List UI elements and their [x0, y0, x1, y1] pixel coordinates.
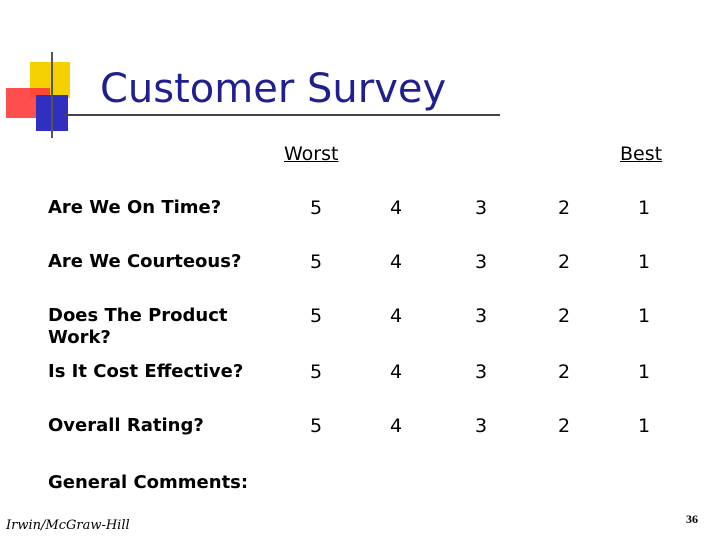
rating-option[interactable]: 3: [474, 361, 488, 383]
publisher-footer: Irwin/McGraw-Hill: [6, 518, 130, 533]
rating-option[interactable]: 3: [474, 197, 488, 219]
general-comments-label: General Comments:: [48, 472, 249, 493]
page-title: Customer Survey: [100, 66, 447, 112]
rating-option[interactable]: 5: [309, 305, 323, 327]
rating-option[interactable]: 2: [557, 415, 571, 437]
rating-option[interactable]: 1: [637, 361, 651, 383]
survey-row-courteous: Are We Courteous? 5 4 3 2 1: [48, 251, 668, 291]
question-label: Are We On Time?: [48, 197, 222, 218]
rating-option[interactable]: 3: [474, 251, 488, 273]
rating-option[interactable]: 2: [557, 361, 571, 383]
rating-option[interactable]: 2: [557, 251, 571, 273]
slide-template-logo-icon: [6, 52, 70, 138]
question-label: Overall Rating?: [48, 415, 204, 436]
rating-option[interactable]: 5: [309, 251, 323, 273]
survey-row-overall-rating: Overall Rating? 5 4 3 2 1: [48, 415, 668, 455]
scale-worst-label: Worst: [284, 143, 339, 165]
rating-option[interactable]: 1: [637, 305, 651, 327]
rating-option[interactable]: 5: [309, 415, 323, 437]
rating-option[interactable]: 4: [389, 361, 403, 383]
survey-row-product-works: Does The Product Work? 5 4 3 2 1: [48, 305, 668, 353]
survey-row-cost-effective: Is It Cost Effective? 5 4 3 2 1: [48, 361, 668, 401]
rating-option[interactable]: 2: [557, 197, 571, 219]
page-number: 36: [686, 512, 698, 526]
scale-best-label: Best: [620, 143, 663, 165]
rating-option[interactable]: 1: [637, 197, 651, 219]
rating-option[interactable]: 1: [637, 251, 651, 273]
rating-option[interactable]: 3: [474, 305, 488, 327]
rating-option[interactable]: 4: [389, 197, 403, 219]
rating-option[interactable]: 4: [389, 251, 403, 273]
rating-option[interactable]: 5: [309, 197, 323, 219]
question-label: Are We Courteous?: [48, 251, 242, 272]
title-divider: [64, 114, 500, 116]
question-label: Is It Cost Effective?: [48, 361, 244, 382]
rating-option[interactable]: 3: [474, 415, 488, 437]
question-label: Does The Product Work?: [48, 305, 228, 348]
rating-option[interactable]: 4: [389, 415, 403, 437]
rating-option[interactable]: 2: [557, 305, 571, 327]
survey-row-on-time: Are We On Time? 5 4 3 2 1: [48, 197, 668, 237]
rating-option[interactable]: 5: [309, 361, 323, 383]
rating-option[interactable]: 4: [389, 305, 403, 327]
rating-option[interactable]: 1: [637, 415, 651, 437]
